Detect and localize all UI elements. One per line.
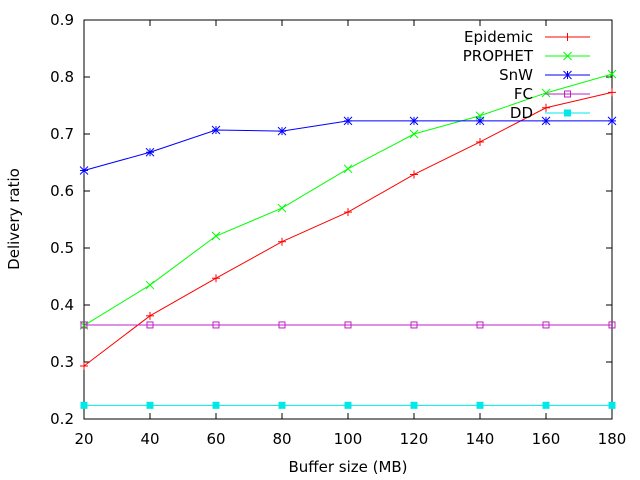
data-point <box>145 280 155 290</box>
y-tick-label: 0.9 <box>50 11 74 29</box>
legend-marker <box>563 51 572 61</box>
legend-label: FC <box>514 85 533 103</box>
data-point <box>278 237 286 246</box>
legend-label: DD <box>510 104 533 122</box>
data-point <box>475 116 485 126</box>
x-tick-label: 40 <box>140 430 159 448</box>
data-point <box>608 321 616 329</box>
data-point <box>542 103 550 112</box>
y-tick-label: 0.8 <box>50 68 74 86</box>
y-tick-label: 0.6 <box>50 182 74 200</box>
x-tick-label: 140 <box>466 430 495 448</box>
x-tick-label: 120 <box>400 430 429 448</box>
data-point <box>607 69 617 79</box>
data-point <box>212 274 220 283</box>
x-axis-label: Buffer size (MB) <box>288 458 407 476</box>
series-dd <box>80 401 616 409</box>
data-point <box>344 321 352 329</box>
legend-item: FC <box>514 85 590 103</box>
x-tick-label: 20 <box>74 430 93 448</box>
y-tick-label: 0.2 <box>50 410 74 428</box>
data-point <box>409 129 419 139</box>
legend-item: SnW <box>499 66 590 84</box>
data-point <box>79 166 89 175</box>
y-tick-label: 0.5 <box>50 239 74 257</box>
series-prophet <box>79 69 617 330</box>
series-snw <box>79 116 617 175</box>
data-point <box>343 164 353 174</box>
y-tick-label: 0.7 <box>50 125 74 143</box>
data-point <box>409 116 419 126</box>
series-layer <box>79 69 617 409</box>
data-point <box>212 401 220 409</box>
data-point <box>542 321 550 329</box>
data-point <box>476 321 484 329</box>
data-point <box>146 311 154 320</box>
series-epidemic <box>80 88 616 370</box>
data-point <box>277 126 287 136</box>
data-point <box>146 321 154 329</box>
legend-marker <box>563 70 572 80</box>
legend-item: Epidemic <box>464 28 590 46</box>
legend-marker <box>563 33 572 41</box>
x-tick-label: 80 <box>272 430 291 448</box>
data-point <box>343 116 353 126</box>
x-tick-label: 180 <box>598 430 627 448</box>
data-point <box>476 401 484 409</box>
data-point <box>476 137 484 146</box>
y-axis-label: Delivery ratio <box>5 168 23 270</box>
data-point <box>344 208 352 217</box>
data-point <box>278 321 286 329</box>
series-line <box>83 120 612 171</box>
y-tick-label: 0.3 <box>50 353 74 371</box>
data-point <box>278 401 286 409</box>
series-fc <box>80 321 616 329</box>
data-point <box>80 321 88 329</box>
data-point <box>541 88 551 98</box>
data-point <box>410 170 418 179</box>
data-point <box>542 401 550 409</box>
data-point <box>410 321 418 329</box>
legend-label: SnW <box>499 66 533 84</box>
legend-label: Epidemic <box>464 28 533 46</box>
axis-ticks: 0.2 0.3 0.4 0.5 0.6 0.7 0.8 0.9 20 40 60 80 100 120 14… <box>50 11 626 448</box>
legend-item: DD <box>510 104 590 122</box>
data-point <box>608 401 616 409</box>
data-point <box>212 321 220 329</box>
data-point <box>211 125 221 135</box>
y-tick-label: 0.4 <box>50 296 74 314</box>
data-point <box>607 116 617 126</box>
data-point <box>80 401 88 409</box>
data-point <box>541 116 551 126</box>
data-point <box>145 147 155 157</box>
data-point <box>211 231 221 241</box>
data-point <box>344 401 352 409</box>
legend-marker <box>564 109 571 117</box>
legend-item: PROPHET <box>463 47 590 65</box>
data-point <box>80 361 88 370</box>
legend-label: PROPHET <box>463 47 534 65</box>
legend-marker <box>564 90 571 98</box>
data-point <box>277 203 287 213</box>
x-tick-label: 60 <box>206 430 225 448</box>
x-tick-label: 100 <box>334 430 363 448</box>
data-point <box>410 401 418 409</box>
data-point <box>608 88 616 97</box>
x-tick-label: 160 <box>532 430 561 448</box>
data-point <box>146 401 154 409</box>
